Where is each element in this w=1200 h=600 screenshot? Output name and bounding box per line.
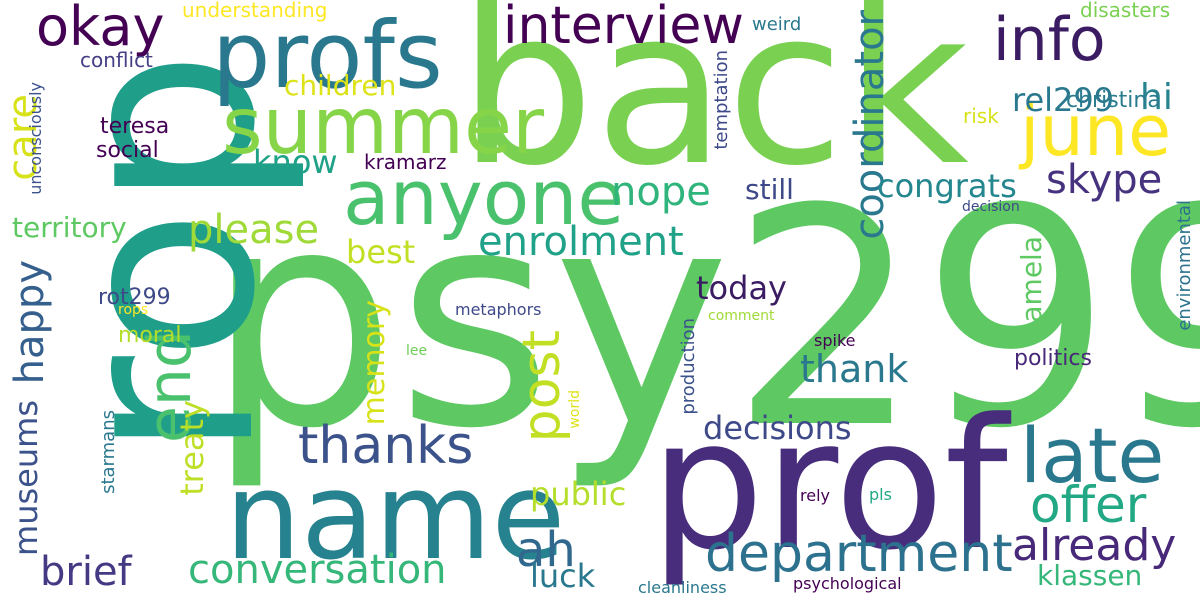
word-temptation: temptation <box>711 50 732 150</box>
word-brief: brief <box>40 549 132 595</box>
word-treaty: treaty <box>173 400 211 496</box>
word-public: public <box>530 475 627 513</box>
word-nope: nope <box>611 169 711 215</box>
word-know: know <box>253 143 338 181</box>
word-environmental: environmental <box>1174 200 1195 331</box>
word-rot299: rot299 <box>98 285 171 310</box>
word-thanks: thanks <box>298 416 474 476</box>
word-still: still <box>745 173 794 206</box>
word-unconsciously: unconsciously <box>26 82 45 195</box>
word-christina: christina <box>1066 88 1161 113</box>
word-production: production <box>678 318 699 415</box>
word-thank: thank <box>800 347 909 391</box>
word-okay: okay <box>36 0 165 58</box>
word-psychological: psychological <box>793 574 902 593</box>
word-klassen: klassen <box>1037 559 1143 592</box>
word-info: info <box>993 5 1106 75</box>
word-museums: museums <box>7 400 45 556</box>
word-post: post <box>512 330 572 443</box>
word-pamela: pamela <box>1015 236 1048 341</box>
word-late: late <box>1020 411 1165 500</box>
word-weird: weird <box>752 14 802 35</box>
word-department: department <box>705 524 1013 584</box>
word-already: already <box>1012 520 1177 571</box>
word-conversation: conversation <box>188 547 447 593</box>
word-luck: luck <box>530 557 596 595</box>
word-moral: moral <box>118 323 182 348</box>
word-enrolment: enrolment <box>478 219 684 265</box>
word-psy299: psy299 <box>206 145 1200 494</box>
word-understanding: understanding <box>182 0 328 22</box>
word-rely: rely <box>800 486 830 505</box>
word-decision: decision <box>962 199 1020 215</box>
word-metaphors: metaphors <box>455 300 542 319</box>
word-skype: skype <box>1046 157 1163 203</box>
word-best: best <box>346 233 416 271</box>
word-disasters: disasters <box>1080 0 1171 22</box>
word-social: social <box>96 138 159 163</box>
word-memory: memory <box>357 300 392 426</box>
word-politics: politics <box>1014 346 1092 371</box>
word-please: please <box>188 207 320 253</box>
word-june: june <box>1020 90 1172 172</box>
word-ah: ah <box>516 522 576 578</box>
word-decisions: decisions <box>703 409 852 447</box>
word-rel299: rel299 <box>1012 81 1115 119</box>
word-teresa: teresa <box>100 114 170 139</box>
word-profs: profs <box>212 2 443 109</box>
word-hi: hi <box>1140 77 1173 118</box>
word-interview: interview <box>503 0 744 56</box>
word-coordinator: coordinator <box>847 10 893 240</box>
word-children: children <box>284 69 397 102</box>
word-congrats: congrats <box>877 167 1017 205</box>
word-conflict: conflict <box>80 48 153 72</box>
word-rops: rops <box>118 302 149 318</box>
word-summer: summer <box>222 82 545 172</box>
word-pls: pls <box>869 485 892 504</box>
word-happy: happy <box>7 260 53 385</box>
word-lee: lee <box>406 343 428 359</box>
word-comment: comment <box>708 308 775 324</box>
word-spike: spike <box>814 331 856 350</box>
word-prof: prof <box>650 381 1008 590</box>
word-anyone: anyone <box>343 153 625 242</box>
word-cleanliness: cleanliness <box>638 578 727 597</box>
word-offer: offer <box>1030 476 1147 534</box>
word-today: today <box>696 269 787 307</box>
word-back: back <box>458 0 969 213</box>
word-world: world <box>567 390 583 429</box>
word-kramarz: kramarz <box>364 150 447 174</box>
word-risk: risk <box>963 104 999 128</box>
word-starmans: starmans <box>98 410 119 494</box>
word-territory: territory <box>12 211 127 244</box>
word-name: name <box>225 448 566 587</box>
